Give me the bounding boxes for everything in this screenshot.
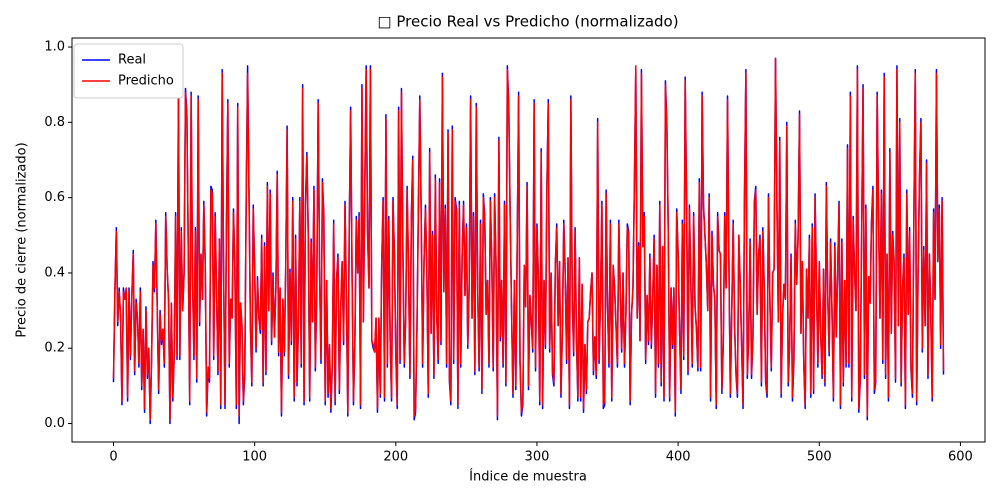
- x-tick-label: 0: [109, 450, 117, 465]
- x-tick-label: 100: [242, 450, 267, 465]
- y-tick-label: 0.0: [44, 416, 65, 431]
- plot-frame: [71, 37, 986, 443]
- y-tick-label: 0.6: [44, 190, 65, 205]
- x-tick-label: 200: [383, 450, 408, 465]
- y-tick-label: 0.2: [44, 341, 65, 356]
- legend-label: Predicho: [118, 74, 174, 89]
- y-tick-label: 0.4: [44, 265, 65, 280]
- x-tick-label: 600: [948, 450, 973, 465]
- legend-label: Real: [118, 53, 146, 68]
- data-line: [112, 57, 945, 425]
- x-axis-label: Índice de muestra: [469, 469, 587, 485]
- chart-title: □ Precio Real vs Predicho (normalizado): [377, 13, 678, 31]
- data-line: [112, 57, 945, 421]
- y-axis-label: Precio de cierre (normalizado): [15, 142, 30, 337]
- y-tick-label: 1.0: [44, 40, 65, 55]
- x-tick-label: 400: [666, 450, 691, 465]
- x-tick-label: 300: [525, 450, 550, 465]
- x-tick-label: 500: [807, 450, 832, 465]
- legend-box: [73, 43, 184, 99]
- y-tick-label: 0.8: [44, 115, 65, 130]
